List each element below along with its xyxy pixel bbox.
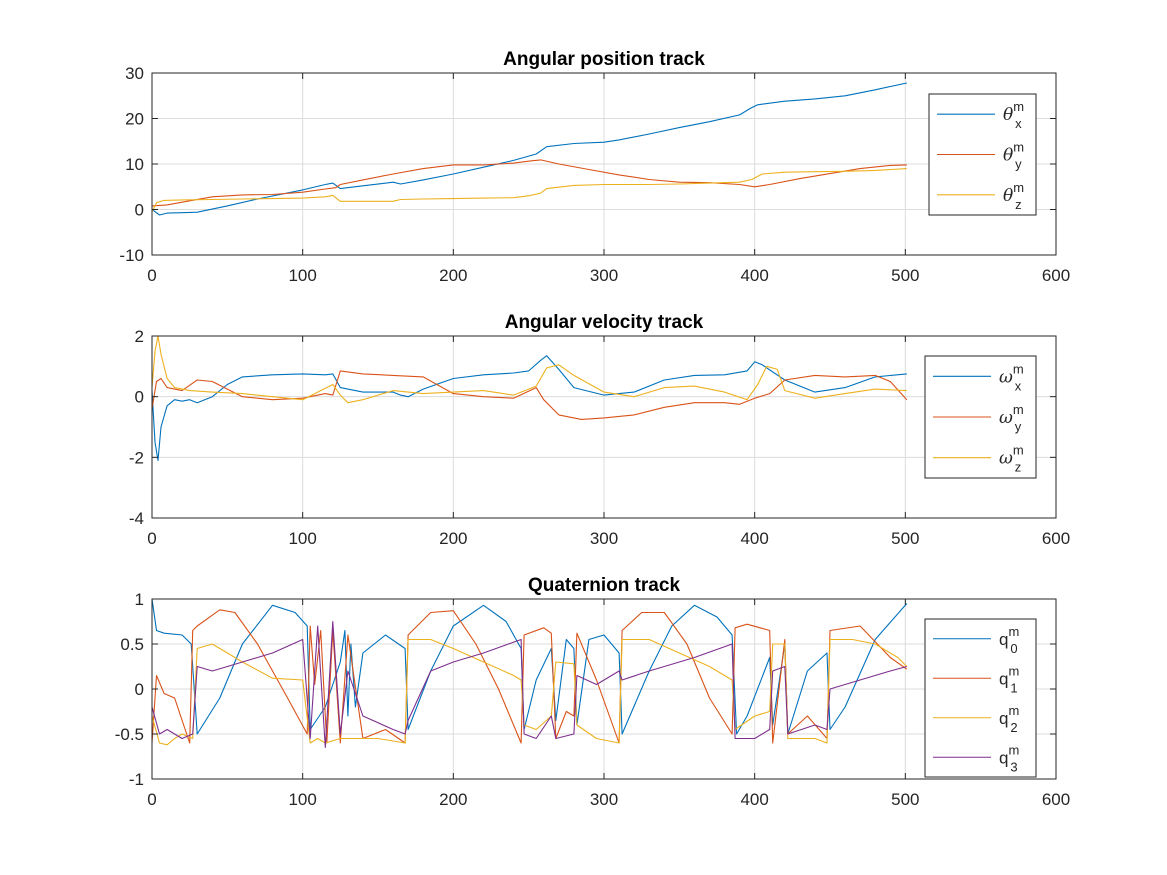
- x-tick-label: 100: [288, 529, 316, 548]
- y-tick-label: 2: [135, 327, 144, 346]
- series-group: [152, 82, 907, 216]
- legend-superscript: m: [1008, 742, 1019, 757]
- x-tick-label: 200: [439, 529, 467, 548]
- legend-entry-1: qm 1: [999, 663, 1019, 695]
- legend: qm 0qm 1qm 2qm 3: [924, 618, 1037, 778]
- legend-symbol: q: [999, 630, 1008, 649]
- legend-symbol: ω: [999, 367, 1013, 387]
- legend-entry-y: θm y: [1003, 140, 1024, 172]
- legend-superscript: m: [1013, 402, 1024, 417]
- x-tick-label: 500: [891, 529, 919, 548]
- chart-3: 0 100 200 300 400 500 600 -1 -0.5 0 0.5 1 Quaternion…: [115, 575, 1070, 809]
- legend-symbol: θ: [1003, 105, 1013, 125]
- legend-subscript: 2: [1010, 720, 1017, 735]
- legend: θm xθm yθm z: [928, 93, 1037, 216]
- y-tick-label: -0.5: [115, 725, 144, 744]
- legend-subscript: y: [1015, 419, 1022, 434]
- legend-entry-2: qm 2: [999, 703, 1019, 735]
- legend-symbol: θ: [1003, 146, 1013, 166]
- x-tick-label: 600: [1042, 529, 1070, 548]
- legend-subscript: x: [1015, 116, 1022, 131]
- x-tick-label: 300: [590, 529, 618, 548]
- legend-superscript: m: [1008, 624, 1019, 639]
- legend-superscript: m: [1008, 703, 1019, 718]
- y-tick-label: -4: [129, 509, 144, 528]
- series-line-z: [152, 168, 907, 213]
- x-tick-label: 500: [891, 790, 919, 809]
- legend-superscript: m: [1008, 663, 1019, 678]
- y-tick-label: 0: [135, 680, 144, 699]
- legend-entry-x: θm x: [1003, 99, 1024, 131]
- legend-subscript: z: [1015, 460, 1022, 475]
- x-tick-label: 400: [740, 266, 768, 285]
- chart-title: Angular position track: [503, 49, 705, 70]
- legend-subscript: 3: [1010, 759, 1017, 774]
- series-line-x: [152, 355, 907, 461]
- legend: ωm xωm yωm z: [924, 355, 1037, 479]
- series-group: [152, 336, 908, 461]
- legend-symbol: ω: [999, 449, 1013, 469]
- y-tick-label: 1: [135, 590, 144, 609]
- y-tick-label: -10: [119, 246, 144, 265]
- x-tick-label: 300: [590, 266, 618, 285]
- legend-subscript: y: [1015, 157, 1022, 172]
- y-tick-label: 0.5: [120, 635, 144, 654]
- y-tick-label: 0: [135, 388, 144, 407]
- legend-entry-0: qm 0: [999, 624, 1019, 656]
- series-line-1: [152, 609, 908, 744]
- legend-superscript: m: [1013, 140, 1024, 155]
- series-line-y: [152, 370, 908, 420]
- legend-symbol: θ: [1003, 186, 1013, 206]
- y-tick-label: 20: [125, 110, 144, 129]
- legend-box: [924, 618, 1037, 778]
- y-tick-label: 0: [135, 201, 144, 220]
- x-tick-label: 0: [147, 790, 156, 809]
- legend-entry-z: ωm z: [999, 443, 1024, 475]
- x-tick-label: 400: [740, 790, 768, 809]
- x-tick-label: 200: [439, 790, 467, 809]
- series-line-z: [152, 336, 907, 404]
- legend-superscript: m: [1013, 180, 1024, 195]
- x-tick-label: 100: [288, 266, 316, 285]
- x-tick-label: 600: [1042, 790, 1070, 809]
- legend-entry-x: ωm x: [999, 361, 1024, 393]
- legend-subscript: x: [1015, 378, 1022, 393]
- x-tick-label: 400: [740, 529, 768, 548]
- x-tick-label: 600: [1042, 266, 1070, 285]
- chart-title: Quaternion track: [528, 575, 680, 596]
- y-tick-label: 10: [125, 155, 144, 174]
- series-group: [152, 599, 908, 749]
- legend-entry-3: qm 3: [999, 742, 1019, 774]
- legend-symbol: q: [999, 709, 1008, 728]
- legend-superscript: m: [1013, 99, 1024, 114]
- x-tick-label: 300: [590, 790, 618, 809]
- x-tick-label: 100: [288, 790, 316, 809]
- legend-superscript: m: [1013, 361, 1024, 376]
- series-line-2: [152, 638, 908, 746]
- series-line-3: [152, 620, 907, 749]
- legend-symbol: q: [999, 669, 1008, 688]
- legend-symbol: q: [999, 748, 1008, 767]
- x-tick-label: 200: [439, 266, 467, 285]
- legend-entry-y: ωm y: [999, 402, 1024, 434]
- legend-entry-z: θm z: [1003, 180, 1024, 212]
- legend-symbol: ω: [999, 408, 1013, 428]
- x-tick-label: 500: [891, 266, 919, 285]
- legend-subscript: z: [1015, 197, 1022, 212]
- legend-subscript: 1: [1010, 680, 1017, 695]
- chart-2: 0 100 200 300 400 500 600 -4 -2 0 2 Angular velocit…: [129, 312, 1070, 548]
- legend-superscript: m: [1013, 443, 1024, 458]
- y-tick-label: -1: [129, 770, 144, 789]
- y-tick-label: -2: [129, 448, 144, 467]
- x-tick-label: 0: [147, 266, 156, 285]
- chart-title: Angular velocity track: [505, 312, 704, 333]
- legend-subscript: 0: [1010, 641, 1017, 656]
- x-tick-label: 0: [147, 529, 156, 548]
- y-tick-label: 30: [125, 64, 144, 83]
- series-line-y: [152, 159, 907, 207]
